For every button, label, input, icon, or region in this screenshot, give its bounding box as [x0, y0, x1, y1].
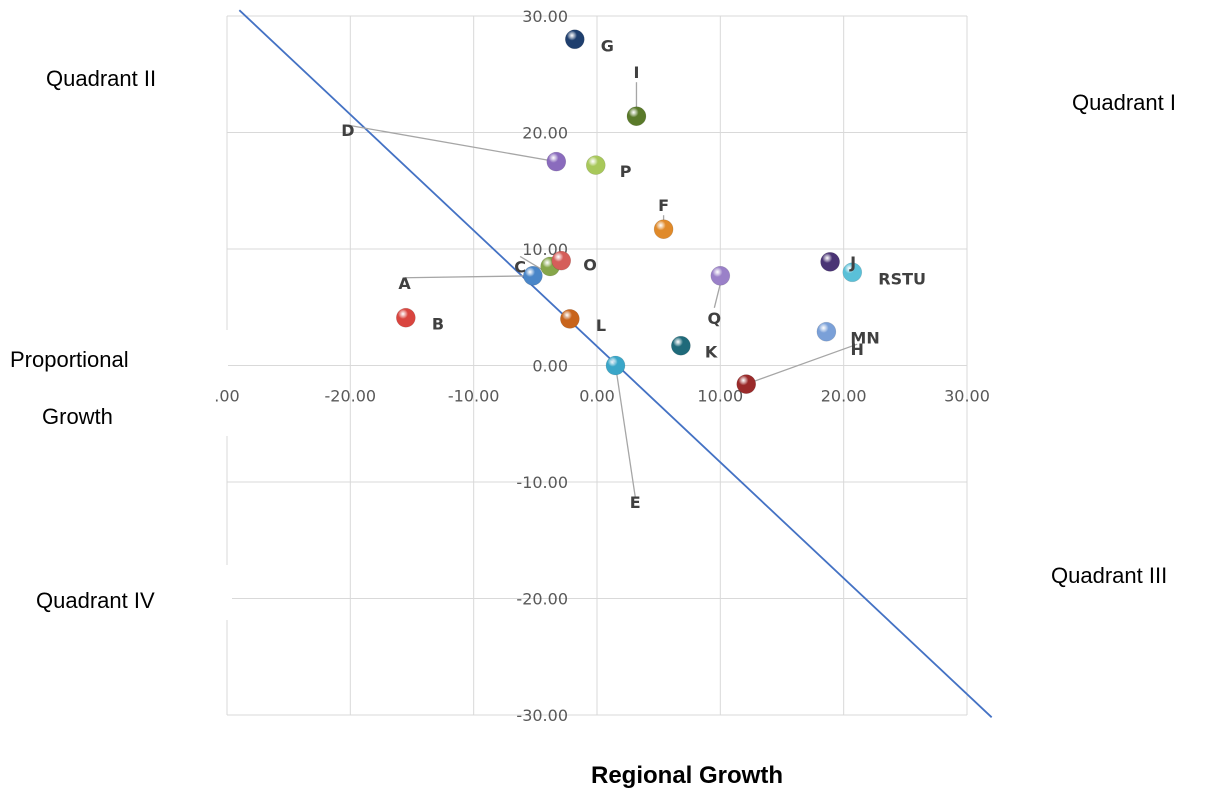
data-point-label: K: [705, 343, 718, 362]
data-point: [626, 106, 647, 126]
data-point-label: MN: [850, 329, 879, 348]
mask-left-top: [0, 330, 228, 420]
data-point-label: J: [849, 253, 856, 272]
data-point: [653, 219, 674, 239]
leader-lines: [347, 82, 858, 497]
y-axis-label-line-1: Proportional: [10, 347, 129, 372]
data-point: [671, 335, 691, 356]
data-point-label: B: [432, 315, 444, 334]
data-point: [564, 29, 585, 50]
y-tick-label: -30.00: [516, 706, 568, 725]
data-point: [585, 155, 606, 175]
x-axis-label: Regional Growth: [591, 762, 783, 789]
leader-line: [347, 124, 557, 163]
y-tick-label: -10.00: [516, 473, 568, 492]
y-tick-label: -20.00: [516, 590, 568, 609]
y-tick-label: 30.00: [522, 7, 568, 26]
data-point: [560, 309, 580, 329]
data-point-label: G: [601, 36, 614, 55]
data-point: [710, 265, 731, 286]
point-labels: A B C D E F G H I J K L MN O P Q RSTU: [341, 36, 926, 512]
x-tick-label: 0.00: [579, 387, 615, 406]
data-point: [396, 307, 416, 328]
data-point-label: D: [341, 121, 354, 140]
x-tick-label: -20.00: [325, 387, 377, 406]
gridlines: [226, 15, 968, 716]
quadrant-iii-label: Quadrant III: [1051, 563, 1167, 588]
data-point: [605, 355, 626, 376]
data-point: [816, 321, 837, 342]
x-tick-label: 10.00: [697, 387, 743, 406]
data-point-label: L: [596, 316, 606, 335]
data-point-label: I: [633, 63, 639, 82]
y-tick-label: 20.00: [522, 124, 568, 143]
data-point: [523, 265, 543, 286]
x-tick-label: .00: [214, 387, 239, 406]
x-tick-label: -10.00: [448, 387, 500, 406]
quadrant-iv-label: Quadrant IV: [36, 588, 155, 613]
mask-left-bottom: [0, 565, 232, 620]
x-tick-label: 20.00: [821, 387, 867, 406]
data-point-label: RSTU: [878, 269, 926, 288]
quadrant-i-label: Quadrant I: [1072, 90, 1176, 115]
quadrant-ii-label: Quadrant II: [46, 66, 156, 91]
data-point-label: Q: [708, 309, 722, 328]
data-point: [551, 250, 572, 271]
data-point-label: C: [514, 257, 526, 276]
data-point-label: O: [583, 256, 597, 275]
leader-line: [746, 343, 858, 385]
data-point: [842, 262, 863, 283]
data-points: [396, 29, 863, 394]
y-tick-label: 0.00: [532, 357, 568, 376]
data-point-label: F: [658, 196, 669, 215]
data-point: [736, 374, 757, 394]
leader-line: [614, 365, 636, 497]
mask-left-mid: [0, 420, 228, 436]
data-point: [546, 151, 567, 172]
data-point-label: E: [630, 493, 641, 512]
x-tick-label: 30.00: [944, 387, 990, 406]
data-point-label: H: [851, 340, 864, 359]
data-point-label: P: [620, 162, 632, 181]
data-point: [820, 252, 840, 272]
data-point-label: A: [398, 274, 411, 293]
axis-tick-labels: .00 -20.00 -10.00 0.00 10.00 20.00 30.00 30.00 2…: [214, 7, 990, 725]
leader-line: [713, 283, 721, 308]
y-axis-label-line-2: Growth: [42, 404, 113, 429]
leader-line: [404, 275, 533, 279]
